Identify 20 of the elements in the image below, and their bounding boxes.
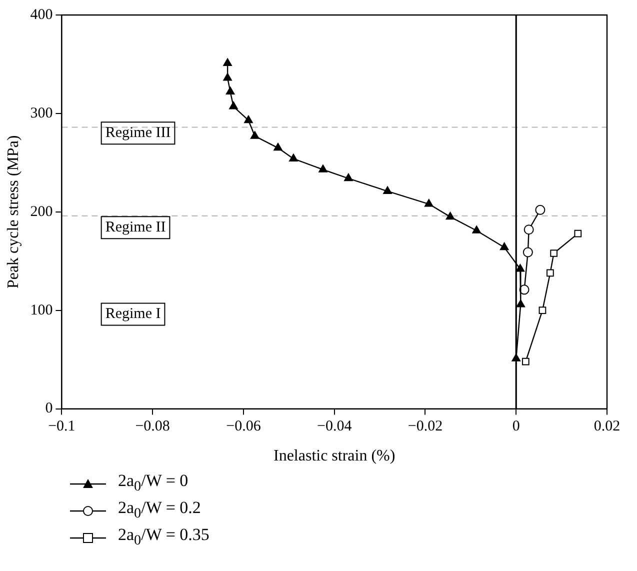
y-tick-label: 400 — [30, 6, 53, 23]
legend-label: 2a$_{0}$/W = 0.35 — [118, 525, 210, 550]
annotation: Regime III — [105, 125, 171, 142]
x-tick-label: −0.02 — [408, 418, 443, 435]
x-tick-label: −0.06 — [226, 418, 262, 435]
y-tick-label: 300 — [30, 105, 53, 122]
x-axis-title: Inelastic strain (%) — [273, 448, 396, 465]
annotation: Regime II — [105, 220, 166, 236]
legend-label: 2a$_{0}$/W = 0.2 — [118, 498, 201, 523]
y-axis-title: Peak cycle stress (MPa) — [4, 135, 22, 289]
y-tick-label: 0 — [45, 400, 53, 417]
y-tick-label: 200 — [30, 204, 53, 220]
x-tick-label: −0.08 — [135, 418, 170, 435]
legend-label: 2a$_{0}$/W = 0 — [118, 471, 188, 496]
x-tick-label: 0 — [512, 418, 520, 435]
annotation: Regime I — [105, 306, 161, 322]
y-tick-label: 100 — [30, 302, 53, 318]
x-tick-label: −0.04 — [316, 418, 352, 435]
x-tick-label: 0.02 — [594, 418, 620, 435]
x-tick-label: −0.1 — [48, 418, 76, 435]
